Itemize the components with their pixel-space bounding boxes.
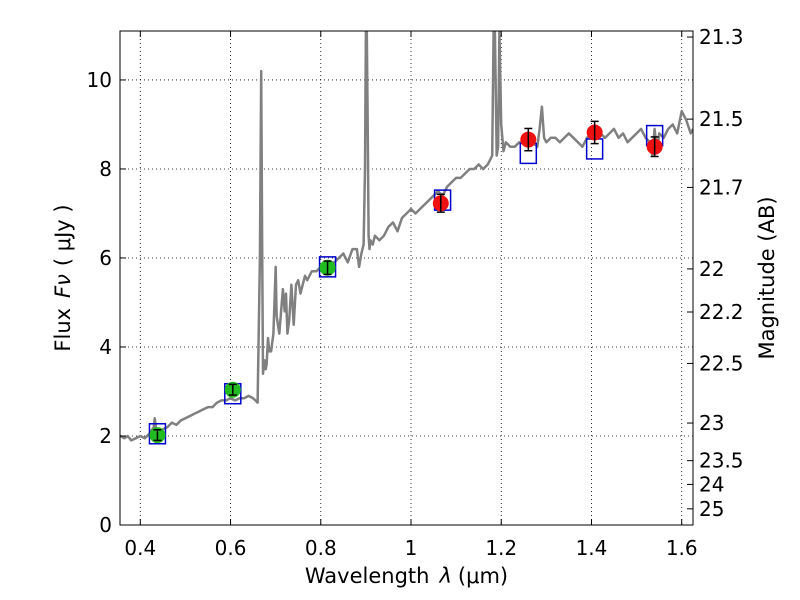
y2-axis-label: Magnitude (AB) [755, 196, 779, 359]
mag-tick-label: 25 [699, 497, 724, 521]
y-tick-label: 4 [99, 335, 112, 359]
y-tick-label: 0 [99, 513, 112, 537]
y-tick-label: 10 [87, 68, 112, 92]
plot-frame [119, 30, 694, 526]
y-tick-label: 6 [99, 246, 112, 270]
mag-tick-label: 22.5 [699, 351, 744, 375]
mag-tick-label: 22.2 [699, 300, 744, 324]
model-spectrum-line [120, 31, 693, 442]
model-band-point [148, 423, 167, 445]
mag-tick-label: 22 [699, 257, 724, 281]
model-band-point [318, 256, 337, 278]
x-tick-label: 0.4 [124, 536, 156, 560]
x-tick-label: 1 [405, 536, 418, 560]
mag-tick-label: 23.5 [699, 449, 744, 473]
data-group [120, 31, 693, 445]
x-tick-label: 1.4 [576, 536, 608, 560]
y-axis-label: FluxFν( μJy ) [51, 204, 75, 351]
x-tick-label: 1.6 [666, 536, 698, 560]
plot-area [120, 31, 693, 445]
axis-ticks: 0.4 0.6 0.8 1 1.2 1.4 1.6024681021.321.521.722… [87, 25, 744, 560]
mag-tick-label: 23 [699, 411, 724, 435]
mag-tick-label: 21.7 [699, 175, 744, 199]
mag-tick-label: 24 [699, 472, 724, 496]
x-tick-label: 0.6 [215, 536, 247, 560]
y-tick-label: 8 [99, 157, 112, 181]
grid-lines [120, 31, 693, 526]
x-tick-label: 0.8 [305, 536, 337, 560]
mag-tick-label: 21.3 [699, 25, 744, 49]
x-axis-label: Wavelength λ (μm) [305, 564, 508, 588]
y-tick-label: 2 [99, 424, 112, 448]
mag-tick-label: 21.5 [699, 107, 744, 131]
x-tick-label: 1.2 [485, 536, 517, 560]
